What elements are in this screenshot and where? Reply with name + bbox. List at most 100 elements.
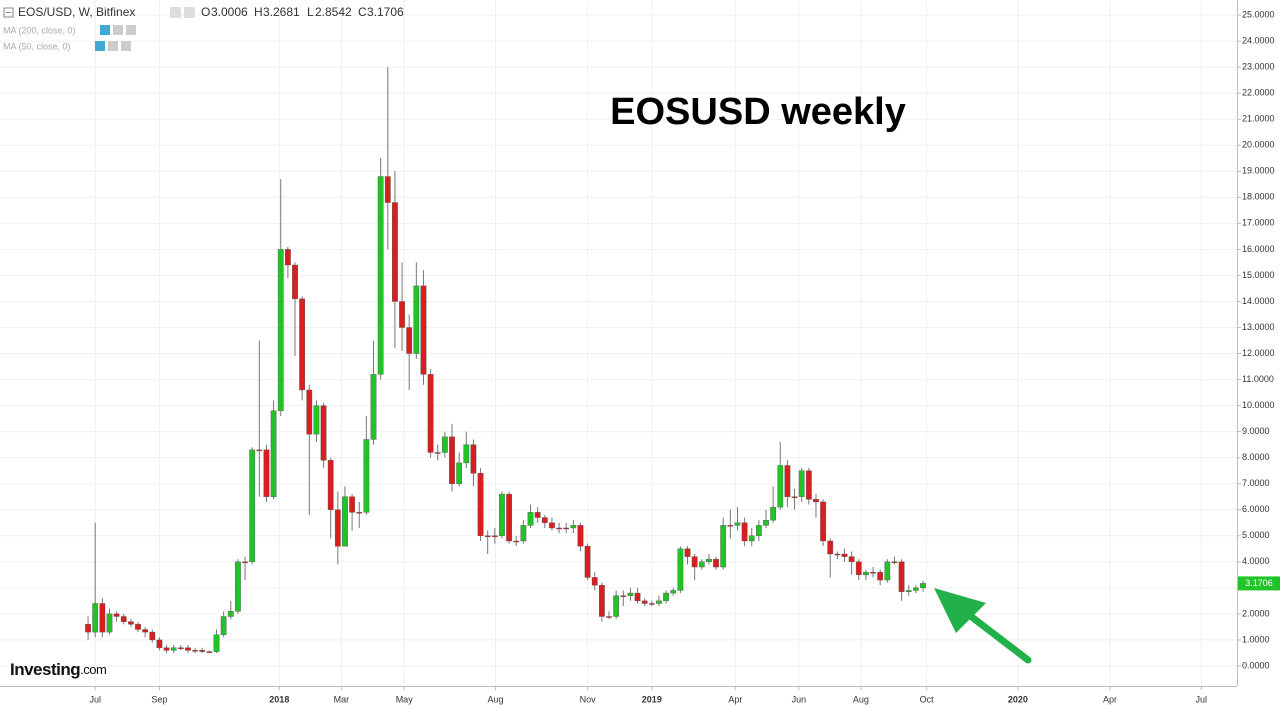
- y-tick-label: 4.0000: [1242, 556, 1270, 566]
- x-tick-label: Aug: [853, 694, 869, 704]
- candle-body: [870, 572, 876, 574]
- collapse-icon[interactable]: [3, 7, 14, 18]
- candle-body: [477, 473, 484, 536]
- x-tick-label: Apr: [728, 694, 742, 704]
- ohlc-label: O: [201, 5, 210, 19]
- candle-body: [484, 535, 491, 537]
- candle-body: [220, 616, 227, 635]
- candle-body: [570, 525, 577, 529]
- settings-icon[interactable]: [170, 7, 181, 18]
- candle-body: [456, 462, 463, 484]
- candle-body: [334, 509, 341, 547]
- candle-body: [85, 624, 91, 633]
- candle-body: [299, 298, 306, 391]
- y-tick-label: 24.0000: [1242, 36, 1275, 46]
- candle-body: [798, 470, 805, 497]
- candle-body: [563, 527, 570, 530]
- candle-body: [470, 444, 477, 474]
- x-tick-label: May: [396, 694, 414, 704]
- ohlc-value: 3.0006: [211, 5, 248, 19]
- indicator-remove[interactable]: [121, 41, 131, 51]
- x-tick-label: Apr: [1103, 694, 1117, 704]
- candles: [85, 67, 926, 653]
- candle-body: [784, 465, 791, 497]
- ohlc-value: 2.8542: [315, 5, 352, 19]
- close-icon[interactable]: [184, 7, 195, 18]
- y-tick-label: 12.0000: [1242, 348, 1275, 358]
- candle-body: [506, 493, 512, 542]
- candle-body: [727, 525, 734, 527]
- candle-body: [263, 449, 270, 497]
- y-tick-label: 8.0000: [1242, 452, 1270, 462]
- y-tick-label: 20.0000: [1242, 140, 1275, 150]
- x-tick-label: Aug: [488, 694, 504, 704]
- candle-body: [206, 651, 213, 653]
- candle-body: [235, 561, 241, 612]
- candle-body: [99, 603, 106, 633]
- y-tick-label: 13.0000: [1242, 322, 1275, 332]
- candle-body: [606, 616, 612, 618]
- candle-body: [520, 525, 527, 542]
- candle-body: [791, 496, 798, 498]
- candle-body: [905, 590, 912, 592]
- candle-body: [499, 493, 505, 536]
- candle-body: [698, 561, 705, 568]
- candle-body: [384, 176, 391, 203]
- candle-body: [491, 535, 498, 537]
- y-tick-label: 22.0000: [1242, 88, 1275, 98]
- candle-body: [399, 301, 405, 328]
- candle-body: [748, 535, 755, 542]
- y-tick-label: 25.0000: [1242, 9, 1275, 19]
- y-tick-label: 7.0000: [1242, 478, 1270, 488]
- header: EOS/USD, W, Bitfinex O 3.0006 H 3.2681 L…: [3, 5, 404, 51]
- x-tick-label: 2020: [1008, 694, 1028, 704]
- candle-body: [513, 540, 520, 543]
- candle-body: [135, 624, 141, 630]
- candle-body: [213, 634, 220, 652]
- candle-body: [285, 249, 291, 266]
- candle-body: [805, 470, 812, 500]
- candle-body: [377, 176, 384, 375]
- candle-body: [185, 647, 191, 651]
- arrow: [934, 588, 1032, 664]
- candle-body: [242, 561, 248, 564]
- candle-body: [620, 595, 627, 597]
- ohlc-value: 3.1706: [367, 5, 404, 19]
- indicator-visibility[interactable]: [113, 25, 123, 35]
- indicator-settings[interactable]: [95, 41, 105, 51]
- candle-body: [92, 603, 99, 633]
- x-tick-label: Jul: [89, 694, 101, 704]
- candle-body: [627, 592, 634, 596]
- candle-body: [684, 548, 691, 557]
- x-tick-label: Sep: [151, 694, 167, 704]
- candle-body: [434, 452, 441, 454]
- candle-body: [256, 449, 263, 452]
- ohlc-label: C: [358, 5, 367, 19]
- indicator-visibility[interactable]: [108, 41, 118, 51]
- candle-body: [270, 410, 277, 497]
- candle-body: [320, 405, 327, 461]
- candle-body: [820, 501, 826, 542]
- candle-body: [663, 592, 669, 602]
- indicator-label: MA (50, close, 0): [3, 41, 71, 51]
- candle-body: [755, 525, 762, 536]
- logo-name: Investing: [10, 660, 80, 679]
- y-tick-label: 18.0000: [1242, 192, 1275, 202]
- candle-body: [363, 439, 370, 513]
- indicator-remove[interactable]: [126, 25, 136, 35]
- y-tick-label: 15.0000: [1242, 270, 1275, 280]
- indicator-settings[interactable]: [100, 25, 110, 35]
- x-tick-label: Jul: [1196, 694, 1208, 704]
- candle-body: [463, 444, 470, 464]
- candle-body: [306, 389, 313, 435]
- candle-body: [277, 249, 284, 412]
- symbol: EOS/USD, W, Bitfinex: [18, 5, 135, 19]
- candle-body: [170, 647, 177, 651]
- candle-body: [406, 327, 413, 354]
- y-tick-label: 10.0000: [1242, 400, 1275, 410]
- candle-body: [370, 374, 377, 440]
- x-tick-label: 2019: [642, 694, 662, 704]
- candle-body: [841, 553, 848, 557]
- candle-body: [720, 525, 727, 568]
